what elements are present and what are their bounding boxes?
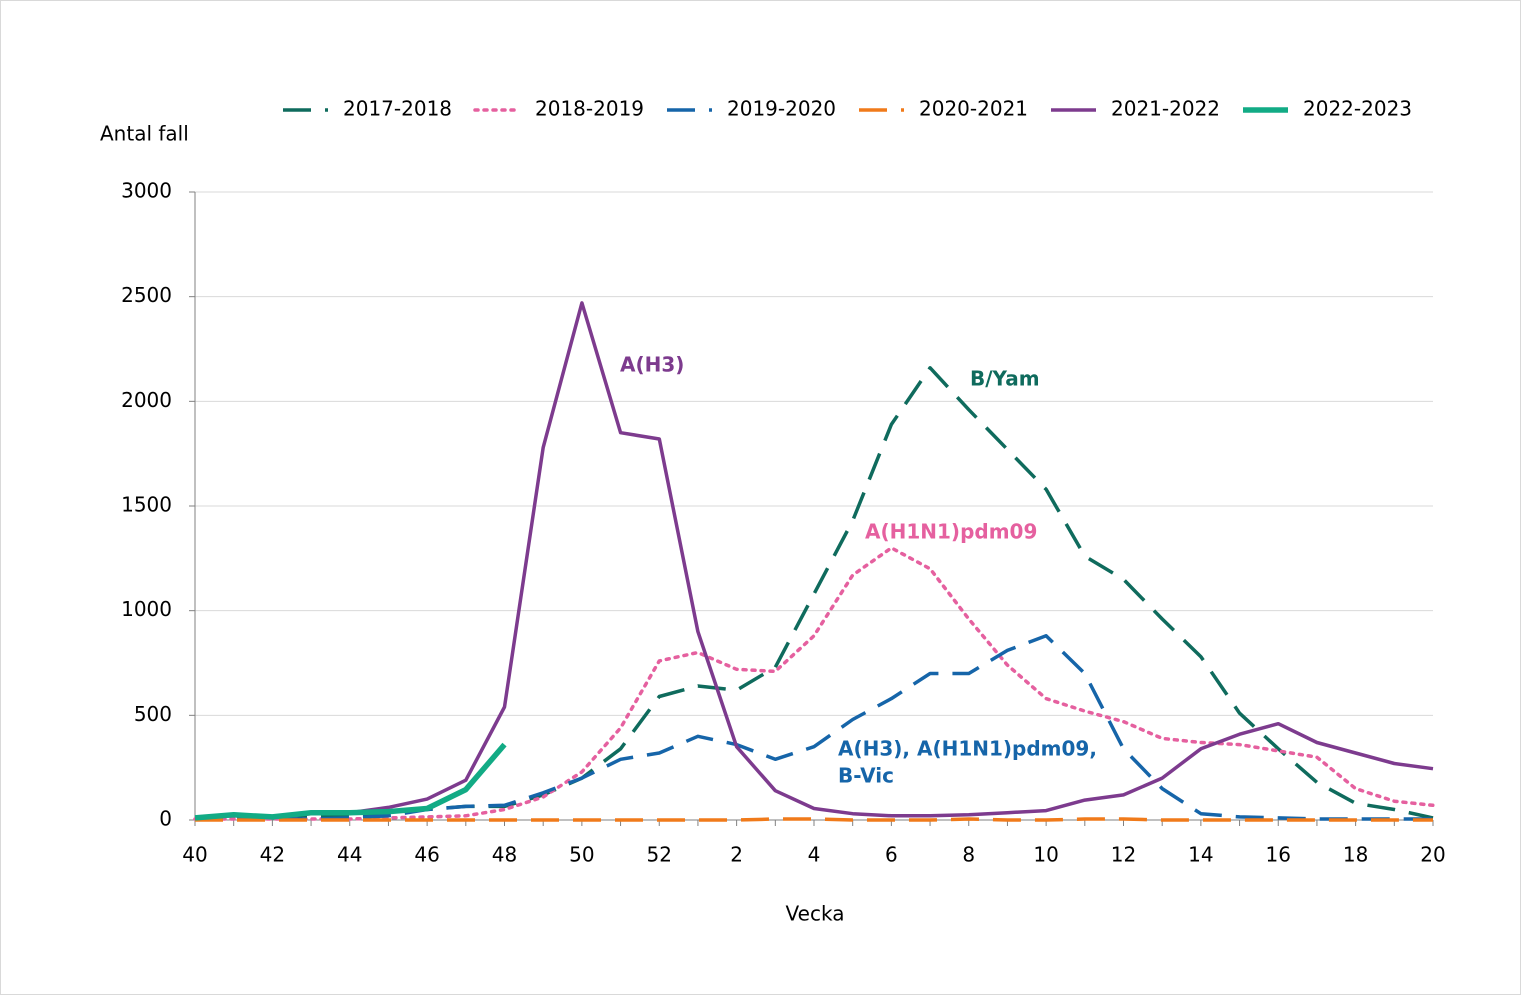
annotation: A(H3), A(H1N1)pdm09, [838, 737, 1097, 761]
x-tick-label: 12 [1111, 843, 1136, 867]
annotation: B/Yam [970, 367, 1040, 391]
y-tick-label: 2500 [121, 283, 172, 307]
x-tick-label: 42 [260, 843, 285, 867]
legend-label: 2022-2023 [1303, 97, 1412, 121]
x-tick-label: 18 [1343, 843, 1368, 867]
legend-label: 2017-2018 [343, 97, 452, 121]
x-tick-label: 16 [1266, 843, 1291, 867]
x-tick-label: 4 [808, 843, 821, 867]
x-tick-label: 10 [1033, 843, 1058, 867]
legend-label: 2018-2019 [535, 97, 644, 121]
x-tick-label: 8 [962, 843, 975, 867]
x-axis-label: Vecka [786, 902, 845, 926]
x-tick-label: 44 [337, 843, 362, 867]
series-line [194, 742, 507, 821]
x-tick-label: 2 [730, 843, 743, 867]
y-tick-label: 500 [134, 702, 172, 726]
y-tick-label: 1000 [121, 597, 172, 621]
x-tick-label: 40 [182, 843, 207, 867]
x-tick-label: 48 [492, 843, 517, 867]
y-tick-label: 2000 [121, 388, 172, 412]
y-tick-label: 1500 [121, 493, 172, 517]
x-tick-label: 52 [647, 843, 672, 867]
annotation: A(H1N1)pdm09 [865, 520, 1037, 544]
series-line [194, 301, 1434, 820]
annotation: A(H3) [620, 353, 684, 377]
annotation: B-Vic [838, 764, 894, 788]
y-tick-label: 3000 [121, 179, 172, 203]
series-line [193, 546, 1435, 821]
legend-label: 2019-2020 [727, 97, 836, 121]
x-tick-label: 6 [885, 843, 898, 867]
x-tick-label: 20 [1420, 843, 1445, 867]
series-line [194, 366, 1434, 820]
x-tick-label: 50 [569, 843, 594, 867]
legend-label: 2020-2021 [919, 97, 1028, 121]
y-tick-label: 0 [159, 807, 172, 831]
x-tick-label: 14 [1188, 843, 1213, 867]
series-line [195, 817, 1433, 822]
legend-label: 2021-2022 [1111, 97, 1220, 121]
x-tick-label: 46 [414, 843, 439, 867]
series-line [195, 634, 1433, 821]
y-axis-label: Antal fall [100, 122, 189, 146]
